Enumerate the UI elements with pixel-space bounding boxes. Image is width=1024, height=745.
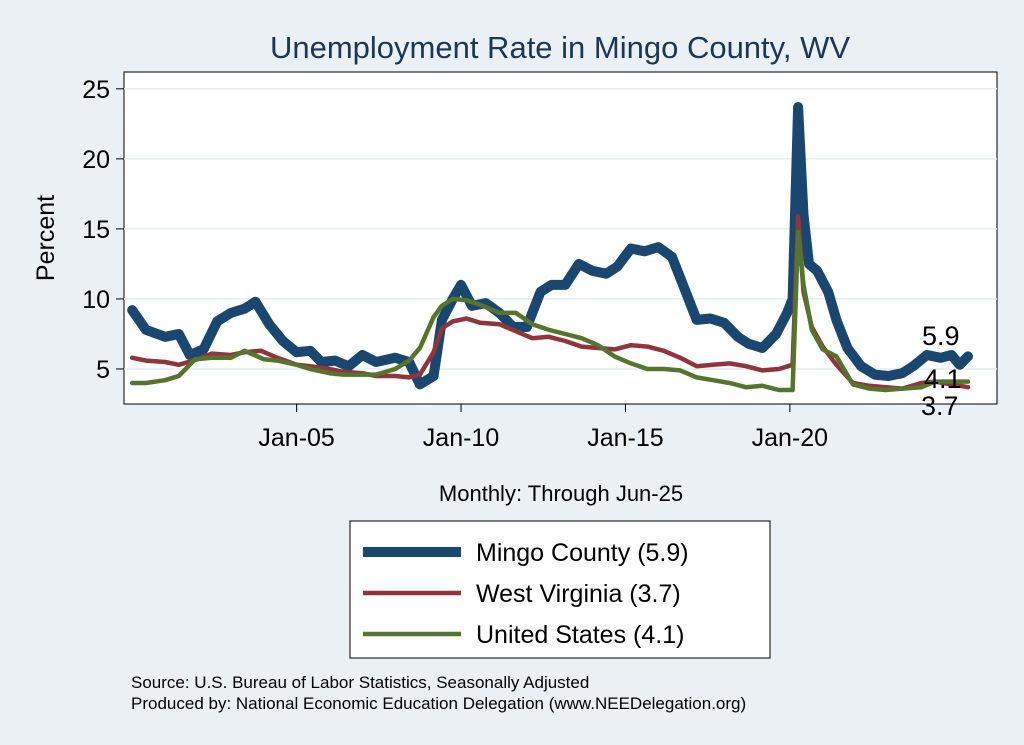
producer-note: Produced by: National Economic Education… <box>131 694 746 713</box>
y-tick-label: 25 <box>82 76 110 104</box>
grid <box>124 88 997 370</box>
series-line <box>127 102 973 390</box>
chart-title: Unemployment Rate in Mingo County, WV <box>270 30 850 65</box>
x-tick-label: Jan-15 <box>587 424 663 452</box>
legend-box <box>349 520 771 659</box>
series-end-label: 3.7 <box>921 391 959 421</box>
y-tick-label: 10 <box>82 286 110 314</box>
series-line <box>129 229 971 393</box>
source-note: Source: U.S. Bureau of Labor Statistics,… <box>131 673 589 692</box>
series-end-label: 4.1 <box>924 364 962 394</box>
x-tick-label: Jan-05 <box>258 424 334 452</box>
legend-label: Mingo County (5.9) <box>476 539 689 567</box>
end-labels: 5.9 4.13.7 <box>921 321 962 421</box>
legend-label: United States (4.1) <box>476 621 684 649</box>
x-axis-label: Monthly: Through Jun-25 <box>439 481 683 506</box>
y-tick-label: 15 <box>82 216 110 244</box>
series-end-label: 5.9 <box>922 321 960 351</box>
y-axis: 5 10 15 20 25 <box>82 76 124 384</box>
legend: Mingo County (5.9) West Virginia (3.7) Uni… <box>349 520 771 659</box>
y-tick-label: 5 <box>96 356 110 384</box>
x-axis: Jan-05 Jan-10 Jan-15 Jan-20 <box>258 404 828 452</box>
legend-label: West Virginia (3.7) <box>476 580 681 608</box>
x-tick-label: Jan-20 <box>752 424 828 452</box>
y-tick-label: 20 <box>82 146 110 174</box>
series-lines <box>127 102 973 393</box>
y-axis-label: Percent <box>32 195 60 281</box>
x-tick-label: Jan-10 <box>423 424 499 452</box>
